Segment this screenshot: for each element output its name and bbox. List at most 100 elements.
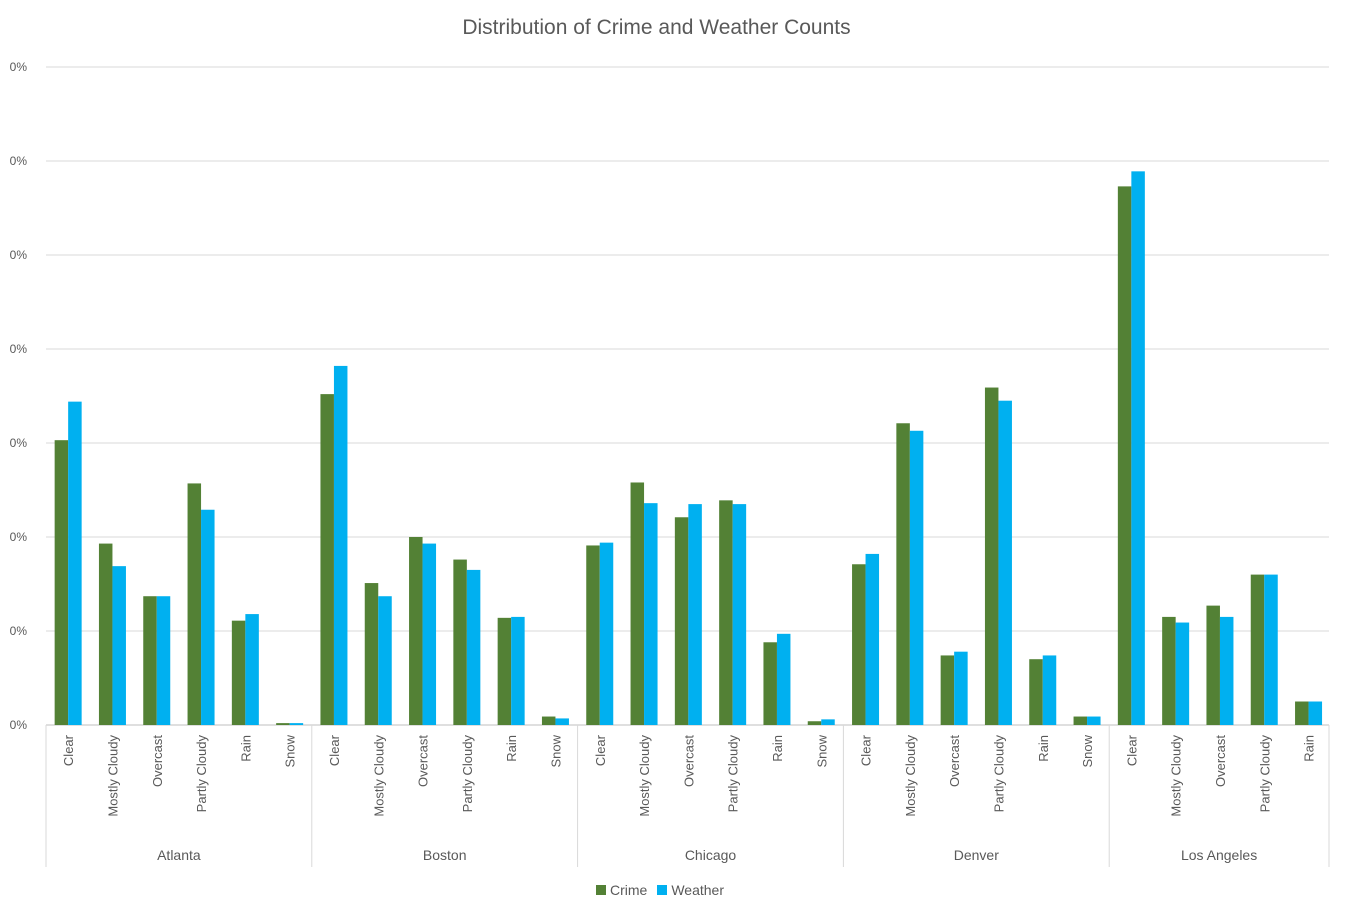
bar-crime (1206, 605, 1220, 725)
x-category-label: Clear (327, 734, 342, 766)
bar-weather (1131, 171, 1145, 726)
x-category-label: Partly Cloudy (194, 735, 209, 813)
bar-crime (231, 620, 246, 725)
y-tick-label: 0% (10, 342, 28, 356)
x-category-label: Overcast (681, 735, 696, 787)
x-group-label: Los Angeles (1181, 847, 1257, 863)
bar-crime (364, 583, 379, 725)
bar-crime (98, 543, 113, 725)
legend-swatch-crime (595, 885, 606, 895)
x-category-label: Partly Cloudy (1257, 735, 1272, 813)
bar-crime (1117, 186, 1132, 725)
chart-title: Distribution of Crime and Weather Counts (462, 16, 851, 39)
x-group-label: Atlanta (157, 847, 201, 863)
bar-crime (1250, 574, 1265, 725)
bar-crime (320, 394, 334, 725)
y-tick-label: 0% (10, 154, 28, 168)
x-category-label: Mostly Cloudy (637, 735, 652, 817)
bar-weather (776, 633, 791, 725)
bar-weather (112, 566, 126, 725)
bar-crime (896, 423, 910, 725)
x-category-label: Partly Cloudy (460, 735, 475, 813)
bar-crime (54, 440, 69, 725)
bar-crime (984, 387, 999, 725)
bar-crime (276, 723, 290, 725)
x-category-label: Overcast (416, 735, 431, 787)
bar-weather (954, 651, 968, 725)
x-category-label: Overcast (947, 735, 962, 787)
x-category-label: Overcast (1213, 735, 1228, 787)
bar-weather (821, 719, 835, 725)
x-category-label: Clear (1124, 734, 1139, 766)
bar-weather (1042, 655, 1057, 725)
x-category-label: Clear (61, 734, 76, 766)
bar-weather (909, 430, 924, 725)
bar-crime (541, 716, 556, 725)
y-tick-label: 0% (10, 248, 28, 262)
x-group-label: Boston (423, 847, 467, 863)
x-category-label: Mostly Cloudy (1169, 735, 1184, 817)
bar-crime (940, 655, 955, 725)
bar-crime (1295, 701, 1309, 725)
bar-weather (245, 614, 259, 725)
x-category-label: Partly Cloudy (991, 735, 1006, 813)
x-category-label: Snow (814, 734, 829, 767)
x-category-label: Mostly Cloudy (903, 735, 918, 817)
x-category-label: Snow (283, 734, 298, 767)
legend-entry-weather: Weather (657, 882, 724, 898)
x-category-label: Rain (1036, 735, 1051, 762)
y-tick-label: 0% (10, 60, 28, 74)
bar-weather (644, 503, 658, 725)
bar-weather (555, 718, 569, 725)
bar-weather (201, 509, 215, 725)
bar-crime (187, 483, 202, 725)
bar-crime (1073, 716, 1088, 725)
bar-weather (1219, 616, 1234, 725)
legend-label-weather: Weather (671, 882, 724, 898)
bar-weather (688, 504, 702, 725)
bar-crime (143, 596, 157, 725)
x-group-label: Chicago (685, 847, 737, 863)
bar-weather (1264, 574, 1278, 725)
bar-crime (630, 482, 645, 725)
x-category-label: Clear (593, 734, 608, 766)
bar-weather (289, 723, 304, 725)
x-category-label: Clear (859, 734, 874, 766)
y-tick-label: 0% (10, 530, 28, 544)
x-category-label: Mostly Cloudy (371, 735, 386, 817)
bar-crime (763, 642, 777, 725)
bar-weather (599, 542, 614, 725)
bar-crime (453, 559, 467, 725)
x-category-label: Overcast (150, 735, 165, 787)
bar-weather (865, 553, 880, 725)
bar-crime (719, 500, 733, 725)
bar-weather (378, 596, 392, 725)
x-category-label: Snow (548, 734, 563, 767)
bar-weather (511, 616, 525, 725)
y-tick-label: 0% (10, 624, 28, 638)
bar-crime (852, 564, 866, 725)
bar-weather (68, 401, 82, 725)
bar-crime (409, 537, 423, 725)
bar-weather (156, 596, 171, 725)
y-tick-label: 0% (10, 718, 28, 732)
x-category-label: Partly Cloudy (726, 735, 741, 813)
bar-weather (998, 400, 1012, 725)
bar-crime (807, 721, 822, 725)
legend: Crime Weather (0, 882, 1320, 898)
x-group-label: Denver (954, 847, 999, 863)
x-category-label: Mostly Cloudy (105, 735, 120, 817)
x-category-label: Rain (1302, 735, 1317, 762)
bar-crime (497, 617, 512, 725)
bar-crime (586, 545, 600, 725)
legend-entry-crime: Crime (595, 882, 647, 898)
bar-weather (333, 365, 348, 725)
bar-weather (1175, 622, 1190, 725)
bar-weather (422, 543, 437, 725)
y-tick-label: 0% (10, 436, 28, 450)
bar-crime (1162, 616, 1176, 725)
x-category-label: Snow (1080, 734, 1095, 767)
bar-weather (732, 504, 747, 725)
